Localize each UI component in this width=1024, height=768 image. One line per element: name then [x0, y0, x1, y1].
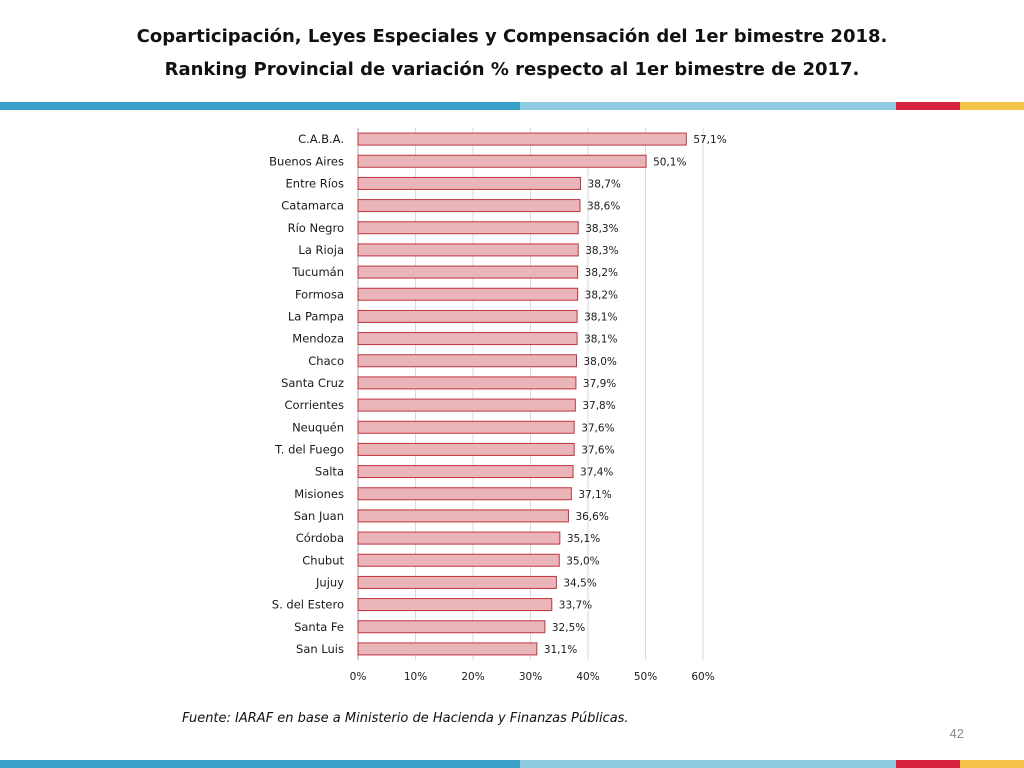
bar [357, 287, 579, 301]
category-label: Entre Ríos [286, 176, 344, 190]
bar [357, 376, 577, 390]
x-tick-label: 50% [634, 671, 657, 683]
bar [357, 575, 557, 589]
bar [357, 199, 581, 213]
x-tick-label: 60% [691, 671, 714, 683]
category-label: Catamarca [281, 199, 344, 213]
page-number: 42 [949, 726, 964, 741]
bar [357, 487, 572, 501]
x-tick-label: 0% [350, 671, 367, 683]
top-color-band [0, 102, 1024, 110]
category-label: Santa Cruz [281, 376, 344, 390]
x-tick-label: 40% [576, 671, 599, 683]
bar [357, 354, 577, 368]
band-red-segment [896, 102, 960, 110]
bar [357, 154, 647, 168]
bar [357, 398, 576, 412]
category-label: C.A.B.A. [298, 132, 344, 146]
bar [357, 553, 560, 567]
category-label: Corrientes [285, 398, 344, 412]
bar [357, 265, 579, 279]
category-label: San Luis [296, 642, 344, 656]
slide-title-line2: Ranking Provincial de variación % respec… [164, 59, 860, 80]
data-label: 38,7% [588, 178, 621, 190]
category-label: Jujuy [315, 575, 344, 589]
data-label: 37,6% [581, 422, 614, 434]
x-tick-label: 10% [404, 671, 427, 683]
category-label: Santa Fe [294, 620, 344, 634]
bar [357, 132, 687, 146]
category-label: Tucumán [291, 265, 344, 279]
band-red-segment [896, 760, 960, 768]
category-label: Salta [315, 465, 344, 479]
x-tick-label: 30% [519, 671, 542, 683]
category-label: Misiones [294, 487, 344, 501]
category-label: Río Negro [288, 221, 344, 235]
data-label: 36,6% [575, 511, 608, 523]
category-label: La Pampa [288, 309, 344, 323]
bottom-color-band [0, 760, 1024, 768]
data-label: 31,1% [544, 644, 577, 656]
bar [357, 509, 569, 523]
category-label: Chaco [308, 354, 344, 368]
bar [357, 531, 561, 545]
data-label: 38,2% [585, 289, 618, 301]
band-blue-segment [0, 102, 520, 110]
band-yellow-segment [960, 102, 1024, 110]
category-label: S. del Estero [272, 598, 344, 612]
bar [357, 598, 553, 612]
category-label: Chubut [302, 553, 344, 567]
category-label: La Rioja [298, 243, 344, 257]
data-label: 38,6% [587, 201, 620, 213]
category-label: T. del Fuego [274, 442, 344, 456]
category-label: Mendoza [292, 332, 344, 346]
slide-title-line1: Coparticipación, Leyes Especiales y Comp… [136, 26, 888, 47]
data-label: 57,1% [693, 134, 726, 146]
band-light-blue-segment [520, 102, 896, 110]
data-label: 50,1% [653, 156, 686, 168]
bar [357, 309, 578, 323]
data-label: 33,7% [559, 600, 592, 612]
bar [357, 620, 546, 634]
data-label: 37,4% [580, 467, 613, 479]
category-label: Neuquén [292, 420, 344, 434]
bar [357, 243, 579, 257]
bar [357, 420, 575, 434]
data-label: 38,0% [584, 356, 617, 368]
data-label: 34,5% [563, 577, 596, 589]
data-label: 38,2% [585, 267, 618, 279]
data-label: 38,1% [584, 334, 617, 346]
data-label: 38,1% [584, 311, 617, 323]
data-label: 32,5% [552, 622, 585, 634]
band-blue-segment [0, 760, 520, 768]
bar [357, 642, 538, 656]
bar [357, 465, 574, 479]
data-label: 35,1% [567, 533, 600, 545]
bar [357, 176, 582, 190]
band-yellow-segment [960, 760, 1024, 768]
category-label: Córdoba [296, 531, 344, 545]
bar [357, 442, 575, 456]
x-tick-label: 20% [461, 671, 484, 683]
data-label: 35,0% [566, 555, 599, 567]
band-light-blue-segment [520, 760, 896, 768]
data-label: 37,8% [582, 400, 615, 412]
data-label: 38,3% [585, 223, 618, 235]
source-note: Fuente: IARAF en base a Ministerio de Ha… [182, 711, 629, 726]
data-label: 37,6% [581, 444, 614, 456]
data-label: 37,9% [583, 378, 616, 390]
data-label: 38,3% [585, 245, 618, 257]
bar [357, 332, 578, 346]
bar [357, 221, 579, 235]
category-label: Formosa [295, 287, 344, 301]
category-label: Buenos Aires [269, 154, 344, 168]
category-label: San Juan [294, 509, 344, 523]
data-label: 37,1% [578, 489, 611, 501]
